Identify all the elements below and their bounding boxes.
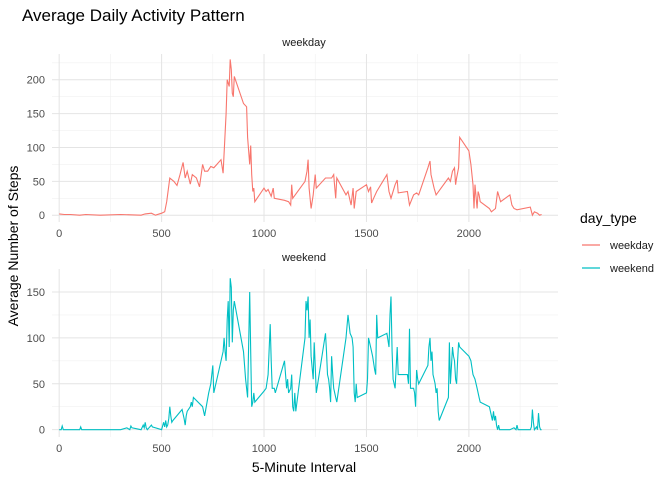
legend: day_type weekday weekend bbox=[580, 210, 654, 275]
y-tick-label: 50 bbox=[33, 379, 45, 391]
x-tick-label: 1500 bbox=[354, 443, 378, 455]
x-tick-label: 500 bbox=[152, 443, 170, 455]
y-tick-label: 200 bbox=[27, 75, 45, 87]
weekend-x-ticks: 0 500 1000 1500 2000 bbox=[56, 443, 481, 455]
x-tick-label: 2000 bbox=[457, 443, 481, 455]
chart-title: Average Daily Activity Pattern bbox=[22, 6, 245, 25]
legend-label-weekend: weekend bbox=[609, 263, 654, 275]
panel-strip-weekend: weekend bbox=[281, 252, 326, 264]
x-tick-label: 1000 bbox=[252, 228, 276, 240]
weekday-x-ticks: 0 500 1000 1500 2000 bbox=[56, 228, 481, 240]
weekday-y-ticks: 0 50 100 150 200 bbox=[27, 75, 45, 222]
weekday-grid bbox=[52, 54, 558, 222]
weekday-panel: weekday 0 50 100 150 200 0 500 1000 1500 2000 bbox=[27, 37, 558, 240]
y-tick-label: 0 bbox=[39, 210, 45, 222]
x-tick-label: 0 bbox=[56, 228, 62, 240]
x-tick-label: 0 bbox=[56, 443, 62, 455]
legend-title: day_type bbox=[580, 210, 637, 226]
y-tick-label: 150 bbox=[27, 287, 45, 299]
x-tick-label: 2000 bbox=[457, 228, 481, 240]
y-tick-label: 50 bbox=[33, 176, 45, 188]
y-tick-label: 100 bbox=[27, 333, 45, 345]
x-tick-label: 500 bbox=[152, 228, 170, 240]
y-tick-label: 100 bbox=[27, 142, 45, 154]
y-axis-label: Average Number of Steps bbox=[5, 166, 21, 327]
x-tick-label: 1500 bbox=[354, 228, 378, 240]
y-tick-label: 0 bbox=[39, 425, 45, 437]
weekend-panel: weekend 0 50 100 150 0 500 1000 1500 2000 bbox=[27, 252, 558, 455]
weekday-series-line bbox=[59, 59, 542, 217]
legend-label-weekday: weekday bbox=[609, 240, 654, 252]
weekend-grid bbox=[52, 269, 558, 437]
x-tick-label: 1000 bbox=[252, 443, 276, 455]
weekend-y-ticks: 0 50 100 150 bbox=[27, 287, 45, 437]
weekend-series-line bbox=[59, 278, 542, 432]
x-axis-label: 5-Minute Interval bbox=[252, 459, 356, 475]
panel-strip-weekday: weekday bbox=[281, 37, 326, 49]
y-tick-label: 150 bbox=[27, 109, 45, 121]
